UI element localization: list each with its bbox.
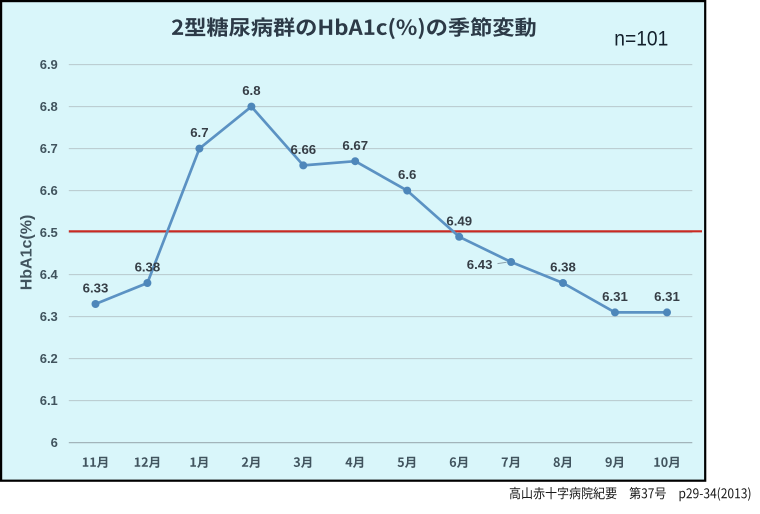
svg-text:6.6: 6.6 xyxy=(398,167,416,182)
svg-text:6.3: 6.3 xyxy=(40,309,58,324)
svg-text:6.7: 6.7 xyxy=(40,141,58,156)
svg-text:6.1: 6.1 xyxy=(40,393,58,408)
svg-text:6.31: 6.31 xyxy=(602,289,628,304)
svg-text:n=101: n=101 xyxy=(614,27,668,51)
svg-text:6.49: 6.49 xyxy=(446,213,472,228)
svg-text:6.43: 6.43 xyxy=(467,257,493,272)
svg-text:HbA1c(%): HbA1c(%) xyxy=(19,215,36,291)
svg-text:6.2: 6.2 xyxy=(40,351,58,366)
svg-text:6.66: 6.66 xyxy=(290,142,316,157)
svg-text:6.5: 6.5 xyxy=(40,225,58,240)
svg-text:6: 6 xyxy=(51,435,58,450)
svg-text:6.7: 6.7 xyxy=(190,125,208,140)
svg-text:6.8: 6.8 xyxy=(242,83,260,98)
svg-text:6.38: 6.38 xyxy=(135,260,161,275)
svg-text:6.6: 6.6 xyxy=(40,183,58,198)
svg-text:6.67: 6.67 xyxy=(342,138,368,153)
svg-text:6.9: 6.9 xyxy=(40,57,58,72)
svg-text:6.33: 6.33 xyxy=(83,281,109,296)
svg-text:6.31: 6.31 xyxy=(654,289,680,304)
svg-text:6.4: 6.4 xyxy=(40,267,59,282)
svg-text:6.8: 6.8 xyxy=(40,99,58,114)
svg-text:6.38: 6.38 xyxy=(550,260,576,275)
